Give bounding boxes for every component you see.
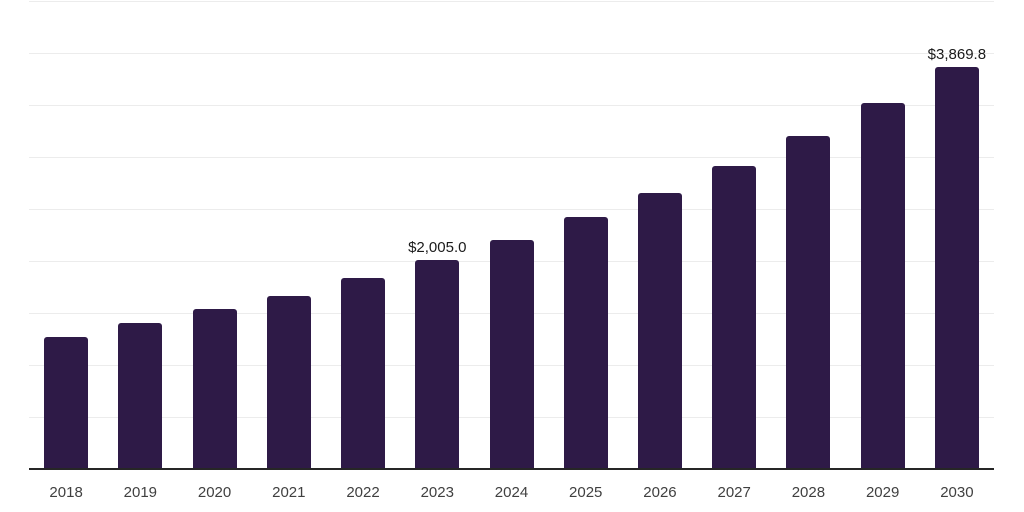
gridline [29,53,994,54]
x-tick-label-2028: 2028 [791,484,826,501]
x-tick-label-2026: 2026 [643,484,677,501]
value-label-2030: $3,869.8 [927,45,987,63]
x-tick-label-2029: 2029 [865,484,900,501]
gridline [29,1,994,2]
gridline [29,105,994,106]
bar-2022 [341,278,386,469]
bar-2021 [266,295,311,469]
bar-2030 [934,66,979,469]
bar-2028 [786,135,831,469]
x-tick-label-2024: 2024 [494,484,529,501]
x-tick-label-2019: 2019 [123,484,158,501]
bar-2024 [489,240,534,469]
x-tick-label-2022: 2022 [346,484,380,501]
x-tick-label-2027: 2027 [717,484,751,501]
bar-2029 [860,102,905,469]
x-tick-label-2020: 2020 [197,484,232,501]
gridline [29,209,994,210]
x-axis-line [29,468,994,470]
bar-2018 [44,336,89,469]
bar-2026 [637,192,682,469]
bar-2023 [415,260,460,469]
x-tick-label-2025: 2025 [569,484,603,501]
bar-2019 [118,322,163,469]
bar-2020 [192,309,237,469]
plot-area [29,1,994,470]
x-tick-label-2021: 2021 [272,484,306,501]
gridline [29,157,994,158]
x-tick-label-2018: 2018 [49,484,83,501]
bar-2025 [563,217,608,469]
bar-2027 [712,166,757,469]
value-label-2023: $2,005.0 [408,239,467,257]
x-tick-label-2030: 2030 [940,484,974,501]
x-tick-label-2023: 2023 [420,484,454,501]
